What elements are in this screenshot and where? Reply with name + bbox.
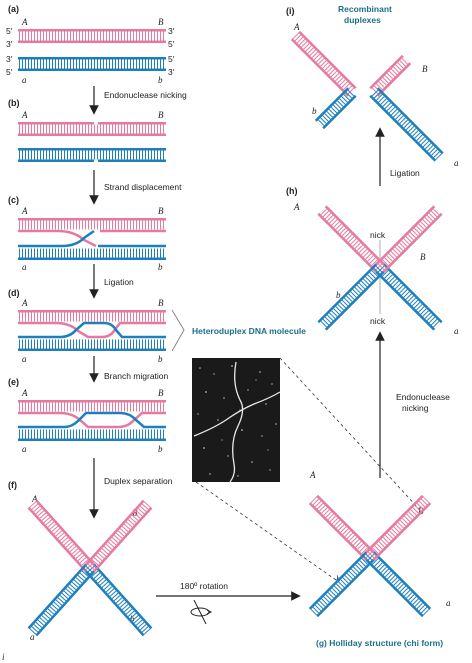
duplex-blue-c	[18, 229, 166, 260]
allele-a-a: a	[22, 75, 27, 85]
end-3-top: 3′	[6, 39, 13, 49]
heteroduplex-label: Heteroduplex DNA molecule	[192, 326, 306, 336]
allele-a-i: a	[454, 158, 459, 168]
step-rotation: 180º rotation	[180, 581, 228, 591]
rotation-icon	[190, 599, 213, 625]
panel-c-label: (c)	[8, 195, 19, 205]
end-5-bottom: 5′	[6, 67, 13, 77]
allele-A-i: A	[293, 22, 300, 32]
corner-mark: i	[2, 652, 5, 662]
allele-a-f: a	[30, 632, 35, 642]
allele-b-i: b	[312, 106, 317, 116]
duplex-blue-d	[18, 321, 166, 351]
allele-b-a: b	[158, 75, 163, 85]
step-displacement: Strand displacement	[104, 182, 182, 192]
allele-A-g: A	[309, 470, 316, 480]
allele-a-e: a	[22, 444, 27, 454]
end-5-right-top: 5′	[168, 39, 175, 49]
recombinant-right-pink	[369, 54, 412, 97]
end-3-right-top: 3′	[168, 26, 175, 36]
holliday-duplex-2	[308, 494, 432, 618]
step-branch: Branch migration	[104, 371, 169, 381]
allele-B-a: B	[158, 17, 164, 27]
allele-B-d: B	[158, 298, 164, 308]
allele-b-e: b	[158, 444, 163, 454]
zoom-line-bottom	[195, 481, 337, 581]
allele-B-b: B	[158, 110, 164, 120]
panel-i-label: (i)	[286, 6, 295, 16]
holliday-duplex-1	[308, 494, 432, 618]
allele-b-h: b	[336, 290, 341, 300]
allele-a-d: a	[22, 354, 27, 364]
electron-micrograph-photo	[192, 358, 281, 483]
step-endo-line1: Endonuclease	[396, 392, 450, 402]
allele-b-c: b	[158, 262, 163, 272]
duplex-blue-a	[18, 57, 166, 71]
panel-b: (b) A B	[8, 98, 166, 162]
panel-a: (a) A B 5′ 3′ 3′ 5′ 3′ 5′ 5′ 3′ a b	[6, 4, 175, 85]
panel-g: A B b a (g) Holliday structure (chi form…	[308, 470, 451, 648]
duplex-pink-a	[18, 29, 166, 43]
holliday-label: (g) Holliday structure (chi form)	[316, 638, 443, 648]
chi-duplex-1	[27, 499, 153, 637]
step-nicking: Endonuclease nicking	[104, 90, 187, 100]
panel-d: (d) A B a b Heteroduplex DNA molecule	[8, 288, 306, 364]
allele-a-h: a	[454, 326, 459, 336]
allele-B-i: B	[422, 64, 428, 74]
allele-B-e: B	[158, 388, 164, 398]
end-3-bottom: 3′	[6, 54, 13, 64]
panel-a-label: (a)	[8, 4, 19, 14]
end-5-right-bottom: 5′	[168, 54, 175, 64]
chi-duplex-2	[27, 499, 153, 637]
step-ligation: Ligation	[104, 277, 134, 287]
allele-A-f: A	[31, 494, 38, 504]
nicked-duplex-1	[317, 205, 443, 331]
panel-b-label: (b)	[8, 98, 20, 108]
panel-i: (i) Recombinant duplexes A B b a	[286, 4, 459, 168]
recombinant-right-blue	[369, 87, 444, 162]
panel-d-label: (d)	[8, 288, 20, 298]
duplex-pink-c	[18, 218, 166, 248]
panel-e-label: (e)	[8, 377, 19, 387]
allele-a-g: a	[446, 598, 451, 608]
nick-label-top: nick	[370, 230, 386, 240]
recombinant-line2: duplexes	[344, 15, 381, 25]
nick-label-bottom: nick	[370, 316, 386, 326]
end-5-top: 5′	[6, 26, 13, 36]
step-separation: Duplex separation	[104, 476, 173, 486]
panel-f: (f) A B a b	[8, 480, 153, 642]
duplex-pink-e	[18, 400, 166, 429]
panel-h: (h) A B b a nick nick	[286, 186, 459, 336]
allele-A-d: A	[21, 298, 28, 308]
allele-a-c: a	[22, 262, 27, 272]
allele-A-c: A	[21, 206, 28, 216]
duplex-blue-e	[18, 411, 166, 441]
allele-B-h: B	[420, 252, 426, 262]
panel-e: (e) A B a b	[8, 377, 166, 454]
recombinant-line1: Recombinant	[338, 4, 392, 14]
recombinant-left-blue	[314, 87, 357, 130]
end-3-right-bottom: 3′	[168, 67, 175, 77]
panel-c: (c) A B a b	[8, 195, 166, 272]
allele-b-d: b	[158, 354, 163, 364]
step-endo-line2: nicking	[402, 403, 429, 413]
allele-A-h: A	[293, 202, 300, 212]
duplex-pink-d	[18, 310, 166, 339]
zoom-line-top	[279, 357, 421, 511]
duplex-pink-b	[18, 122, 166, 136]
allele-B-c: B	[158, 206, 164, 216]
allele-A-b: A	[21, 110, 28, 120]
duplex-blue-b	[18, 148, 166, 162]
panel-h-label: (h)	[286, 186, 298, 196]
allele-A-e: A	[21, 388, 28, 398]
recombinant-left-pink	[290, 30, 357, 97]
heteroduplex-bracket	[171, 309, 185, 352]
step-ligation2: Ligation	[390, 168, 420, 178]
panel-f-label: (f)	[8, 480, 17, 490]
nicked-duplex-2	[317, 205, 443, 331]
allele-A-a: A	[21, 17, 28, 27]
